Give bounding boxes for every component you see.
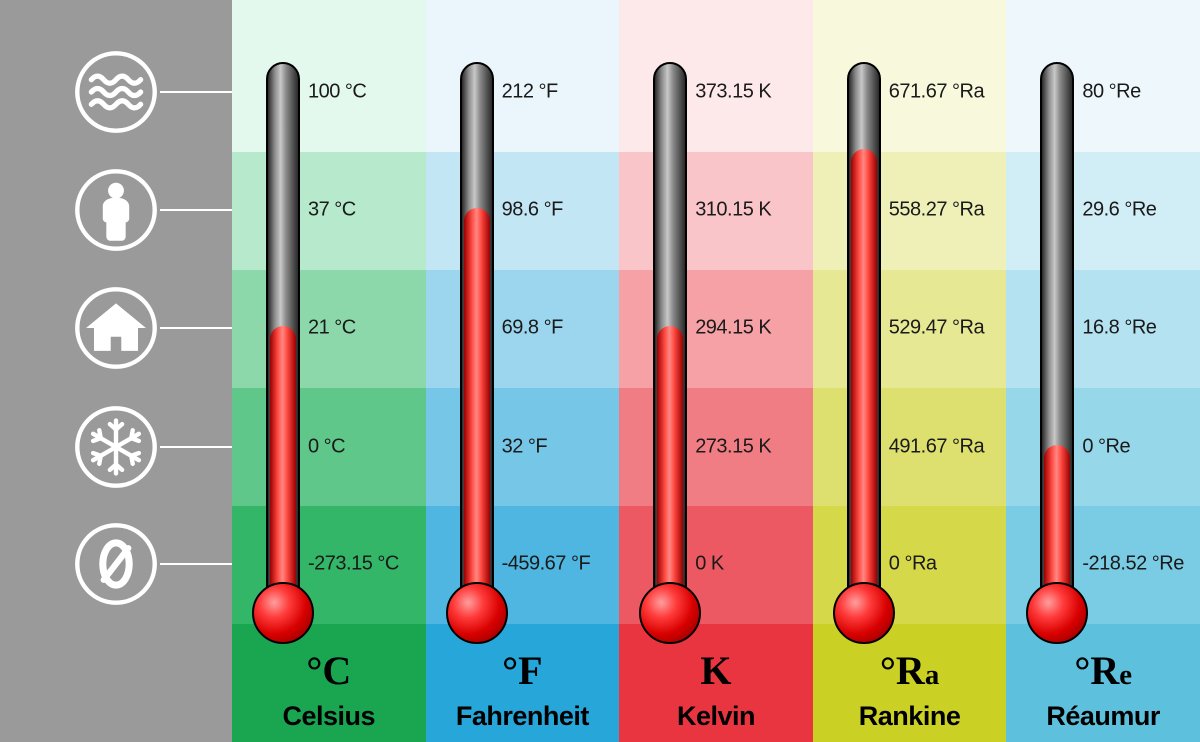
unit-symbol: °Re <box>1006 647 1200 694</box>
snowflake-icon <box>72 403 160 491</box>
thermometer-bulb <box>252 582 314 644</box>
thermometer-mercury <box>1044 445 1070 600</box>
thermometer <box>847 62 881 602</box>
connector-line <box>160 446 242 448</box>
thermometer-bulb <box>446 582 508 644</box>
value-label: 212 °F <box>502 81 558 104</box>
scale-kelvin: 373.15 K 310.15 K 294.15 K 273.15 K 0 K K Kelv… <box>619 0 813 742</box>
legend-column <box>0 0 232 742</box>
unit-symbol: K <box>619 647 813 694</box>
unit-name: Rankine <box>813 701 1007 732</box>
value-label: 0 °Ra <box>889 553 937 576</box>
unit-symbol: °C <box>232 647 426 694</box>
value-label: -459.67 °F <box>502 553 591 576</box>
value-label: 491.67 °Ra <box>889 436 984 459</box>
scale-fahrenheit: 212 °F 98.6 °F 69.8 °F 32 °F -459.67 °F °F Fah… <box>426 0 620 742</box>
thermometer-bulb <box>833 582 895 644</box>
connector-line <box>160 563 242 565</box>
temperature-scales-chart: 100 °C37 °C21 °C0 °C-273.15 °C°CCelsius2… <box>0 0 1200 742</box>
thermometer-mercury <box>657 326 683 600</box>
color-band <box>1006 0 1200 152</box>
value-label: 273.15 K <box>695 436 771 459</box>
thermometer <box>266 62 300 602</box>
value-label: 37 °C <box>308 199 356 222</box>
color-band <box>619 0 813 152</box>
thermometer-mercury <box>464 208 490 600</box>
unit-symbol: °F <box>426 647 620 694</box>
thermometer-bulb <box>639 582 701 644</box>
thermometer-mercury <box>270 326 296 600</box>
thermometer-mercury <box>851 149 877 600</box>
value-label: 0 °Re <box>1082 436 1130 459</box>
value-label: 29.6 °Re <box>1082 199 1156 222</box>
color-band <box>232 0 426 152</box>
unit-name: Celsius <box>232 701 426 732</box>
unit-name: Réaumur <box>1006 701 1200 732</box>
value-label: 310.15 K <box>695 199 771 222</box>
thermometer <box>460 62 494 602</box>
value-label: 69.8 °F <box>502 317 563 340</box>
zero-icon <box>72 520 160 608</box>
unit-name: Fahrenheit <box>426 701 620 732</box>
value-label: -273.15 °C <box>308 553 399 576</box>
value-label: 671.67 °Ra <box>889 81 984 104</box>
value-label: 98.6 °F <box>502 199 563 222</box>
value-label: 100 °C <box>308 81 366 104</box>
scale-celsius: 100 °C 37 °C 21 °C 0 °C -273.15 °C °C Celsius <box>232 0 426 742</box>
person-icon <box>72 166 160 254</box>
value-label: 373.15 K <box>695 81 771 104</box>
value-label: 294.15 K <box>695 317 771 340</box>
connector-line <box>160 209 242 211</box>
waves-icon <box>72 48 160 136</box>
unit-symbol: °Ra <box>813 647 1007 694</box>
value-label: 0 °C <box>308 436 345 459</box>
scale-réaumur: 80 °Re 29.6 °Re 16.8 °Re 0 °Re -218.52 °Re °R… <box>1006 0 1200 742</box>
color-band <box>426 0 620 152</box>
thermometer <box>1040 62 1074 602</box>
value-label: 32 °F <box>502 436 548 459</box>
connector-line <box>160 327 242 329</box>
value-label: -218.52 °Re <box>1082 553 1183 576</box>
value-label: 21 °C <box>308 317 356 340</box>
color-band <box>813 0 1007 152</box>
value-label: 558.27 °Ra <box>889 199 984 222</box>
thermometer <box>653 62 687 602</box>
house-icon <box>72 284 160 372</box>
value-label: 16.8 °Re <box>1082 317 1156 340</box>
unit-name: Kelvin <box>619 701 813 732</box>
connector-line <box>160 91 242 93</box>
thermometer-bulb <box>1026 582 1088 644</box>
value-label: 529.47 °Ra <box>889 317 984 340</box>
scales-container: 100 °C37 °C21 °C0 °C-273.15 °C°CCelsius2… <box>232 0 1200 742</box>
scale-rankine: 671.67 °Ra 558.27 °Ra 529.47 °Ra 491.67 °Ra… <box>813 0 1007 742</box>
value-label: 0 K <box>695 553 724 576</box>
value-label: 80 °Re <box>1082 81 1140 104</box>
